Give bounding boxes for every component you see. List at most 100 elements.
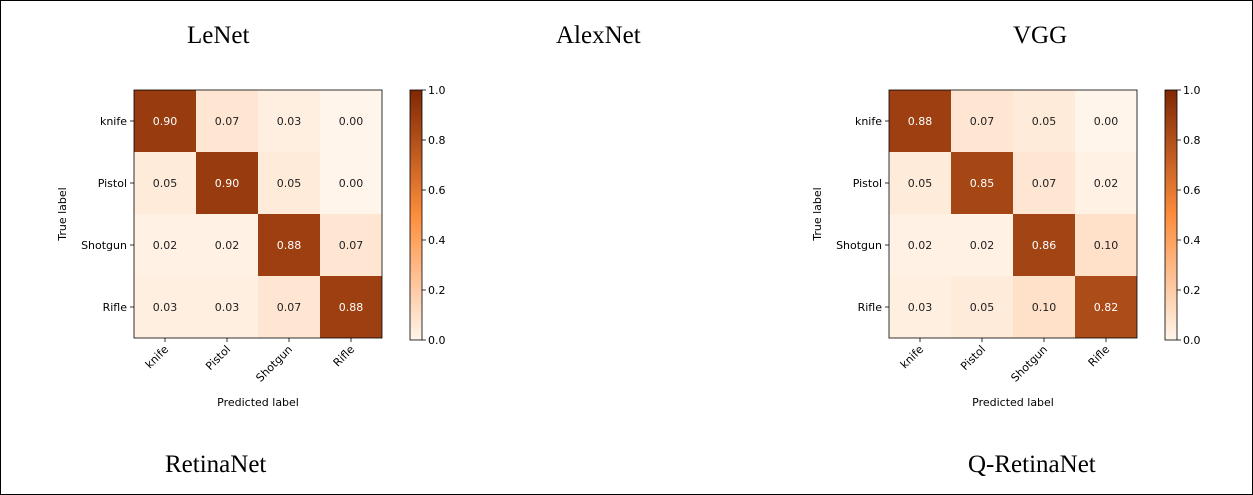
heatmap-cell — [889, 152, 951, 214]
cell-value-label: 0.00 — [339, 177, 364, 190]
colorbar-tick-label: 1.0 — [1183, 84, 1201, 97]
cell-value-label: 0.88 — [908, 115, 933, 128]
heatmap-cell — [1075, 214, 1137, 276]
heatmap-cell — [320, 214, 382, 276]
x-tick-label: Shotgun — [1008, 343, 1050, 385]
y-tick-label: Pistol — [853, 177, 882, 190]
x-tick-label: knife — [143, 343, 171, 371]
cell-value-label: 0.05 — [153, 177, 178, 190]
title-lenet: LeNet — [187, 22, 250, 49]
cell-value-label: 0.02 — [1094, 177, 1119, 190]
cell-value-label: 0.10 — [1032, 301, 1057, 314]
heatmap-cell — [889, 276, 951, 338]
cell-value-label: 0.03 — [153, 301, 178, 314]
heatmap-border — [133, 89, 383, 339]
y-tick-label: Shotgun — [836, 239, 882, 252]
heatmap-cell — [1075, 90, 1137, 152]
heatmap-cell — [889, 214, 951, 276]
cell-value-label: 0.07 — [277, 301, 302, 314]
confusion-matrix-lenet: 0.90 0.07 0.03 0.00 0.05 0.90 0.05 0.00 0.02 0.02… — [56, 84, 446, 409]
heatmap-cell — [1075, 276, 1137, 338]
colorbar-tick-label: 1.0 — [428, 84, 446, 97]
y-tick-label: Rifle — [103, 301, 128, 314]
cell-value-label: 0.85 — [970, 177, 995, 190]
x-axis-label: Predicted label — [217, 396, 299, 409]
heatmap-cell — [258, 90, 320, 152]
x-axis-label: Predicted label — [972, 396, 1054, 409]
cell-value-label: 0.05 — [970, 301, 995, 314]
y-tick-label: knife — [855, 115, 882, 128]
cell-value-label: 0.07 — [215, 115, 240, 128]
heatmap-cell — [1013, 90, 1075, 152]
cell-value-label: 0.02 — [153, 239, 178, 252]
heatmap-cell — [196, 90, 258, 152]
heatmap-cell — [258, 214, 320, 276]
heatmap-cell — [1013, 152, 1075, 214]
heatmap-cell — [134, 90, 196, 152]
colorbar-tick-label: 0.2 — [1183, 284, 1201, 297]
heatmap-cell — [951, 276, 1013, 338]
title-q-retinanet: Q-RetinaNet — [968, 451, 1096, 478]
x-tick-label: Pistol — [203, 343, 233, 373]
colorbar-tick-label: 0.6 — [1183, 184, 1201, 197]
cell-value-label: 0.10 — [1094, 239, 1119, 252]
cell-value-label: 0.03 — [908, 301, 933, 314]
heatmap-cell — [951, 152, 1013, 214]
heatmap-border — [888, 89, 1138, 339]
y-tick-label: Pistol — [98, 177, 127, 190]
cell-value-label: 0.02 — [970, 239, 995, 252]
colorbar-tick-label: 0.6 — [428, 184, 446, 197]
colorbar-tick-label: 0.8 — [1183, 134, 1201, 147]
heatmap-cell — [258, 276, 320, 338]
cell-value-label: 0.00 — [1094, 115, 1119, 128]
x-tick-label: Pistol — [958, 343, 988, 373]
x-tick-label: knife — [898, 343, 926, 371]
cell-value-label: 0.07 — [1032, 177, 1057, 190]
x-tick-label: Rifle — [1086, 343, 1113, 370]
cell-value-label: 0.00 — [339, 115, 364, 128]
cell-value-label: 0.02 — [215, 239, 240, 252]
heatmap-cell — [951, 90, 1013, 152]
y-axis-label: True label — [811, 187, 824, 241]
colorbar-tick-label: 0.2 — [428, 284, 446, 297]
x-tick-label: Rifle — [331, 343, 358, 370]
heatmap-cell — [951, 214, 1013, 276]
heatmap-cell — [889, 90, 951, 152]
x-tick-label: Shotgun — [253, 343, 295, 385]
heatmap-cell — [1013, 214, 1075, 276]
cell-value-label: 0.02 — [908, 239, 933, 252]
colorbar-tick-label: 0.0 — [1183, 334, 1201, 347]
confusion-matrix-vgg: 0.88 0.07 0.05 0.00 0.05 0.85 0.07 0.02 0.02 0.02… — [811, 84, 1201, 409]
cell-value-label: 0.03 — [215, 301, 240, 314]
colorbar-tick-label: 0.8 — [428, 134, 446, 147]
y-tick-label: Shotgun — [81, 239, 127, 252]
heatmap-cell — [134, 276, 196, 338]
heatmap-cell — [1075, 152, 1137, 214]
cell-value-label: 0.05 — [1032, 115, 1057, 128]
title-alexnet: AlexNet — [556, 22, 641, 49]
y-tick-label: knife — [100, 115, 127, 128]
heatmap-cell — [258, 152, 320, 214]
heatmap-cell — [196, 152, 258, 214]
cell-value-label: 0.07 — [970, 115, 995, 128]
cell-value-label: 0.86 — [1032, 239, 1057, 252]
y-tick-label: Rifle — [858, 301, 883, 314]
colorbar-tick-label: 0.4 — [428, 234, 446, 247]
heatmap-cell — [1013, 276, 1075, 338]
heatmap-cell — [134, 214, 196, 276]
cell-value-label: 0.88 — [339, 301, 364, 314]
cell-value-label: 0.90 — [215, 177, 240, 190]
cell-value-label: 0.05 — [908, 177, 933, 190]
colorbar — [409, 89, 423, 341]
colorbar-tick-label: 0.0 — [428, 334, 446, 347]
heatmap-cell — [320, 90, 382, 152]
cell-value-label: 0.90 — [153, 115, 178, 128]
title-vgg: VGG — [1013, 22, 1068, 49]
cell-value-label: 0.03 — [277, 115, 302, 128]
colorbar — [1164, 89, 1178, 341]
title-retinanet: RetinaNet — [165, 451, 267, 478]
heatmap-cell — [320, 152, 382, 214]
heatmap-cell — [196, 214, 258, 276]
y-axis-label: True label — [56, 187, 69, 241]
